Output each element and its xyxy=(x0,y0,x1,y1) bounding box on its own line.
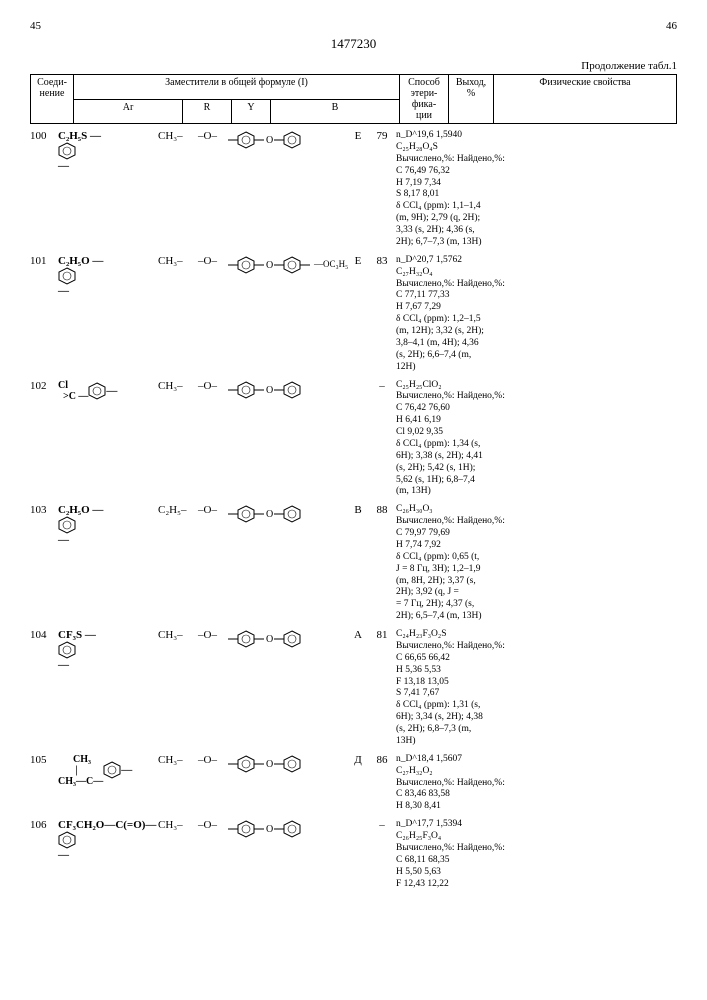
r-cell: CH₃– xyxy=(158,629,198,641)
svg-text:O: O xyxy=(266,509,273,520)
th-b: B xyxy=(271,99,400,124)
svg-text:O: O xyxy=(266,385,273,396)
r-cell: CH₃– xyxy=(158,754,198,766)
ar-cell: C₂H₅O —— xyxy=(58,504,158,546)
yield-cell: 83 xyxy=(368,255,396,267)
structure-icon: O xyxy=(228,629,348,649)
table-body: 100 C₂H₅S —— CH₃– –O– O Е 79 n_D^19,6 1,… xyxy=(30,130,677,890)
r-cell: CH₃– xyxy=(158,255,198,267)
phys-cell: C₂₄H₂₃F₃O₂SВычислено,%: Найдено,%:C 66,6… xyxy=(396,629,677,748)
y-cell: –O– xyxy=(198,819,228,831)
patent-number: 1477230 xyxy=(30,36,677,52)
th-y: Y xyxy=(232,99,271,124)
yield-cell: 88 xyxy=(368,504,396,516)
r-cell: CH₃– xyxy=(158,380,198,392)
phenyl-icon xyxy=(58,516,76,534)
table-row: 100 C₂H₅S —— CH₃– –O– O Е 79 n_D^19,6 1,… xyxy=(30,130,677,249)
page-left: 45 xyxy=(30,20,41,32)
svg-text:O: O xyxy=(266,759,273,770)
y-cell: –O– xyxy=(198,380,228,392)
table-continuation: Продолжение табл.1 xyxy=(30,60,677,72)
yield-cell: – xyxy=(368,819,396,831)
method-cell: Е xyxy=(348,130,368,142)
yield-cell: 86 xyxy=(368,754,396,766)
yield-cell: 79 xyxy=(368,130,396,142)
b-cell: O xyxy=(228,380,348,400)
method-cell: Д xyxy=(348,754,368,766)
structure-icon: O xyxy=(228,754,348,774)
th-phys: Физические свойства xyxy=(494,75,677,124)
ar-cell: CF₃CH₂O—C(=O)—— xyxy=(58,819,158,861)
compound-number: 100 xyxy=(30,130,58,142)
y-cell: –O– xyxy=(198,130,228,142)
phys-cell: n_D^19,6 1,5940C₂₅H₂₈O₄SВычислено,%: Най… xyxy=(396,130,677,249)
svg-text:O: O xyxy=(266,260,273,271)
ar-cell: Cl >C —— xyxy=(58,380,158,402)
structure-icon: O xyxy=(228,380,348,400)
y-cell: –O– xyxy=(198,255,228,267)
compound-number: 106 xyxy=(30,819,58,831)
method-cell: Е xyxy=(348,255,368,267)
r-cell: CH₃– xyxy=(158,130,198,142)
compound-number: 104 xyxy=(30,629,58,641)
table-row: 104 CF₃S —— CH₃– –O– O А 81 C₂₄H₂₃F₃O₂SВ… xyxy=(30,629,677,748)
th-yield: Выход, % xyxy=(449,75,494,124)
th-compound: Соеди- нение xyxy=(31,75,74,124)
phys-cell: C₂₆H₃₀O₃Вычислено,%: Найдено,%:C 79,97 7… xyxy=(396,504,677,623)
ar-cell: CF₃S —— xyxy=(58,629,158,671)
phenyl-icon xyxy=(58,831,76,849)
method-cell: В xyxy=(348,504,368,516)
compound-number: 103 xyxy=(30,504,58,516)
th-substituents: Заместители в общей формуле (I) xyxy=(74,75,400,100)
compound-number: 105 xyxy=(30,754,58,766)
header-table: Соеди- нение Заместители в общей формуле… xyxy=(30,74,677,124)
svg-text:—OC₃H₅: —OC₃H₅ xyxy=(313,259,348,269)
phenyl-icon xyxy=(88,382,106,400)
structure-icon: O xyxy=(228,504,348,524)
table-row: 105 CH₃ | CH₃—C—— CH₃– –O– O Д 86 n_D^18… xyxy=(30,754,677,813)
y-cell: –O– xyxy=(198,629,228,641)
phys-cell: n_D^17,7 1,5394C₂₆H₂₅F₃O₄Вычислено,%: На… xyxy=(396,819,677,890)
yield-cell: 81 xyxy=(368,629,396,641)
b-cell: O xyxy=(228,629,348,649)
structure-icon: O —OC₃H₅ xyxy=(228,255,348,275)
th-method: Способ этери- фика- ции xyxy=(400,75,449,124)
b-cell: O —OC₃H₅ xyxy=(228,255,348,275)
b-cell: O xyxy=(228,754,348,774)
phenyl-icon xyxy=(58,267,76,285)
structure-icon: O xyxy=(228,130,348,150)
y-cell: –O– xyxy=(198,504,228,516)
page-right: 46 xyxy=(666,20,677,32)
y-cell: –O– xyxy=(198,754,228,766)
table-row: 101 C₂H₅O —— CH₃– –O– O —OC₃H₅ Е 83 n_D^… xyxy=(30,255,677,374)
table-row: 103 C₂H₅O —— C₂H₅– –O– O В 88 C₂₆H₃₀O₃Вы… xyxy=(30,504,677,623)
b-cell: O xyxy=(228,819,348,839)
page-numbers: 45 46 xyxy=(30,20,677,32)
th-r: R xyxy=(183,99,232,124)
ar-cell: C₂H₅O —— xyxy=(58,255,158,297)
b-cell: O xyxy=(228,504,348,524)
method-cell: А xyxy=(348,629,368,641)
compound-number: 102 xyxy=(30,380,58,392)
ar-cell: C₂H₅S —— xyxy=(58,130,158,172)
r-cell: CH₃– xyxy=(158,819,198,831)
phenyl-icon xyxy=(103,761,121,779)
r-cell: C₂H₅– xyxy=(158,504,198,516)
phys-cell: n_D^18,4 1,5607C₂₇H₃₂O₂Вычислено,%: Найд… xyxy=(396,754,677,813)
yield-cell: – xyxy=(368,380,396,392)
phys-cell: n_D^20,7 1,5762C₂₇H₃₂O₄Вычислено,%: Найд… xyxy=(396,255,677,374)
b-cell: O xyxy=(228,130,348,150)
phys-cell: C₂₅H₂₅ClO₂Вычислено,%: Найдено,%:C 76,42… xyxy=(396,380,677,499)
svg-text:O: O xyxy=(266,634,273,645)
compound-number: 101 xyxy=(30,255,58,267)
phenyl-icon xyxy=(58,641,76,659)
svg-text:O: O xyxy=(266,135,273,146)
ar-cell: CH₃ | CH₃—C—— xyxy=(58,754,158,787)
th-ar: Ar xyxy=(74,99,183,124)
table-row: 106 CF₃CH₂O—C(=O)—— CH₃– –O– O – n_D^17,… xyxy=(30,819,677,890)
svg-text:O: O xyxy=(266,824,273,835)
table-row: 102 Cl >C —— CH₃– –O– O – C₂₅H₂₅ClO₂Вычи… xyxy=(30,380,677,499)
phenyl-icon xyxy=(58,142,76,160)
structure-icon: O xyxy=(228,819,348,839)
